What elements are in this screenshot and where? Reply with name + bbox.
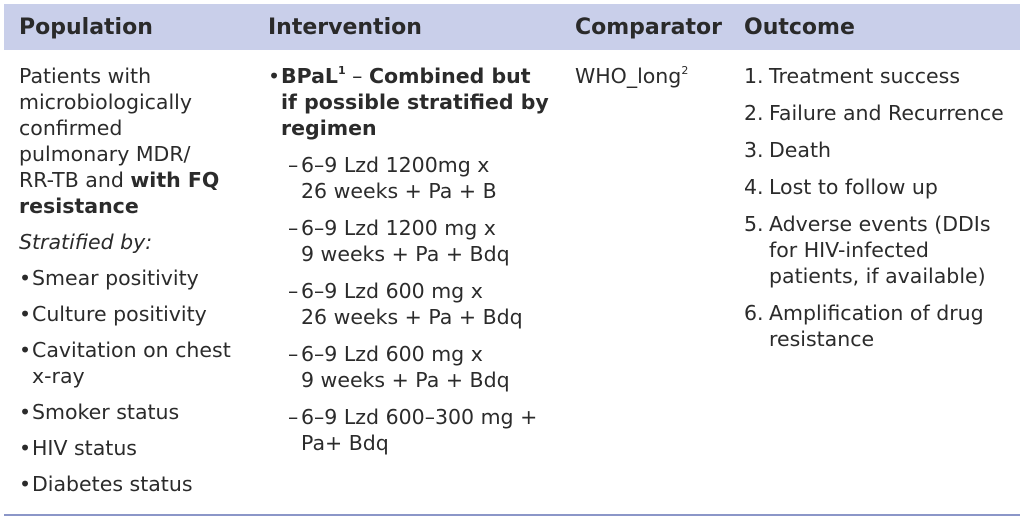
header-intervention: Intervention bbox=[268, 15, 422, 40]
population-text-line: pulmonary MDR/ bbox=[19, 142, 191, 166]
outcome-cell: 1. Treatment success 2. Failure and Recu… bbox=[744, 63, 1019, 352]
stratification-bullet: • HIV status bbox=[19, 435, 259, 461]
dash-marker: – bbox=[288, 405, 299, 429]
stratification-item: Diabetes status bbox=[32, 472, 193, 496]
footnote-marker: 1 bbox=[338, 64, 346, 77]
header-population: Population bbox=[19, 15, 153, 40]
intervention-bold-text: Combined but bbox=[368, 64, 531, 88]
population-text-line: confirmed bbox=[19, 116, 123, 140]
regimen-line: 6–9 Lzd 1200 mg x bbox=[301, 216, 496, 240]
outcome-line: Death bbox=[769, 138, 831, 162]
dash-marker: – bbox=[288, 153, 299, 177]
outcome-item: 2. Failure and Recurrence bbox=[744, 100, 1019, 126]
stratification-item: HIV status bbox=[32, 436, 137, 460]
stratification-bullet: • Smear positivity bbox=[19, 265, 259, 291]
regimen-line: Pa+ Bdq bbox=[301, 431, 389, 455]
regimen-line: 6–9 Lzd 600 mg x bbox=[301, 342, 483, 366]
population-text-bold: with FQ bbox=[130, 168, 220, 192]
population-text-bold-line: resistance bbox=[19, 194, 139, 218]
stratification-item: Smear positivity bbox=[32, 266, 199, 290]
regimen-item: – 6–9 Lzd 600–300 mg + Pa+ Bdq bbox=[268, 404, 568, 456]
regimen-item: – 6–9 Lzd 1200 mg x 9 weeks + Pa + Bdq bbox=[268, 215, 568, 267]
outcome-item: 4. Lost to follow up bbox=[744, 174, 1019, 200]
stratification-bullet: • Cavitation on chest x-ray bbox=[19, 337, 259, 389]
outcome-number: 5. bbox=[744, 212, 764, 236]
intervention-main-line: BPaL1 – Combined but bbox=[281, 63, 568, 89]
outcome-line: Lost to follow up bbox=[769, 175, 938, 199]
outcome-line: Adverse events (DDIs bbox=[769, 212, 991, 236]
regimen-line: 6–9 Lzd 600 mg x bbox=[301, 279, 483, 303]
stratification-item: Smoker status bbox=[32, 400, 180, 424]
outcome-item: 1. Treatment success bbox=[744, 63, 1019, 89]
outcome-number: 6. bbox=[744, 301, 764, 325]
outcome-number: 3. bbox=[744, 138, 764, 162]
intervention-bold-text: if possible stratified by bbox=[281, 90, 549, 114]
population-text-line: microbiologically bbox=[19, 90, 193, 114]
dash-marker: – bbox=[288, 279, 299, 303]
regimen-line: 9 weeks + Pa + Bdq bbox=[301, 368, 510, 392]
population-cell: Patients with microbiologically confirme… bbox=[19, 63, 259, 497]
intervention-name: BPaL bbox=[281, 64, 338, 88]
bullet-icon: • bbox=[19, 302, 32, 326]
bullet-icon: • bbox=[19, 436, 32, 460]
stratification-item: Cavitation on chest bbox=[32, 338, 231, 362]
outcome-line: resistance bbox=[769, 327, 875, 351]
bullet-icon: • bbox=[19, 472, 32, 496]
stratification-bullet: • Diabetes status bbox=[19, 471, 259, 497]
outcome-line: patients, if available) bbox=[769, 264, 986, 288]
comparator-cell: WHO_long2 bbox=[575, 63, 735, 89]
outcome-number: 4. bbox=[744, 175, 764, 199]
stratification-item: Culture positivity bbox=[32, 302, 207, 326]
dash-marker: – bbox=[288, 342, 299, 366]
outcome-number: 1. bbox=[744, 64, 764, 88]
outcome-line: for HIV-infected bbox=[769, 238, 929, 262]
table-header-row: Population Intervention Comparator Outco… bbox=[4, 4, 1020, 50]
comparator-name: WHO_long bbox=[575, 64, 682, 88]
header-outcome: Outcome bbox=[744, 15, 855, 40]
stratification-bullet: • Culture positivity bbox=[19, 301, 259, 327]
footnote-marker: 2 bbox=[681, 64, 689, 77]
population-text-line: RR-TB and with FQ bbox=[19, 167, 259, 193]
stratified-by-label: Stratified by: bbox=[19, 230, 153, 254]
stratification-item-cont: x-ray bbox=[32, 364, 85, 388]
bullet-icon: • bbox=[19, 338, 32, 362]
regimen-item: – 6–9 Lzd 1200mg x 26 weeks + Pa + B bbox=[268, 152, 568, 204]
population-text-plain: RR-TB and bbox=[19, 168, 131, 192]
comparator-text: WHO_long2 bbox=[575, 63, 735, 89]
intervention-main-bullet: • BPaL1 – Combined but if possible strat… bbox=[268, 63, 568, 141]
regimen-line: 26 weeks + Pa + B bbox=[301, 179, 497, 203]
table-bottom-rule bbox=[4, 514, 1020, 516]
bullet-icon: • bbox=[19, 400, 32, 424]
population-text-line: Patients with bbox=[19, 64, 152, 88]
regimen-line: 6–9 Lzd 1200mg x bbox=[301, 153, 490, 177]
outcome-line: Treatment success bbox=[769, 64, 961, 88]
stratification-bullet: • Smoker status bbox=[19, 399, 259, 425]
regimen-item: – 6–9 Lzd 600 mg x 26 weeks + Pa + Bdq bbox=[268, 278, 568, 330]
outcome-item: 6. Amplification of drug resistance bbox=[744, 300, 1019, 352]
regimen-item: – 6–9 Lzd 600 mg x 9 weeks + Pa + Bdq bbox=[268, 341, 568, 393]
regimen-line: 26 weeks + Pa + Bdq bbox=[301, 305, 523, 329]
regimen-line: 9 weeks + Pa + Bdq bbox=[301, 242, 510, 266]
bullet-icon: • bbox=[19, 266, 32, 290]
regimen-line: 6–9 Lzd 600–300 mg + bbox=[301, 405, 538, 429]
header-comparator: Comparator bbox=[575, 15, 722, 40]
outcome-item: 3. Death bbox=[744, 137, 1019, 163]
dash-marker: – bbox=[288, 216, 299, 240]
bullet-icon: • bbox=[268, 64, 281, 88]
intervention-dash: – bbox=[345, 64, 369, 88]
outcome-line: Failure and Recurrence bbox=[769, 101, 1004, 125]
outcome-number: 2. bbox=[744, 101, 764, 125]
intervention-bold-text: regimen bbox=[281, 116, 377, 140]
outcome-item: 5. Adverse events (DDIs for HIV-infected… bbox=[744, 211, 1019, 289]
intervention-cell: • BPaL1 – Combined but if possible strat… bbox=[268, 63, 568, 456]
outcome-line: Amplification of drug bbox=[769, 301, 984, 325]
